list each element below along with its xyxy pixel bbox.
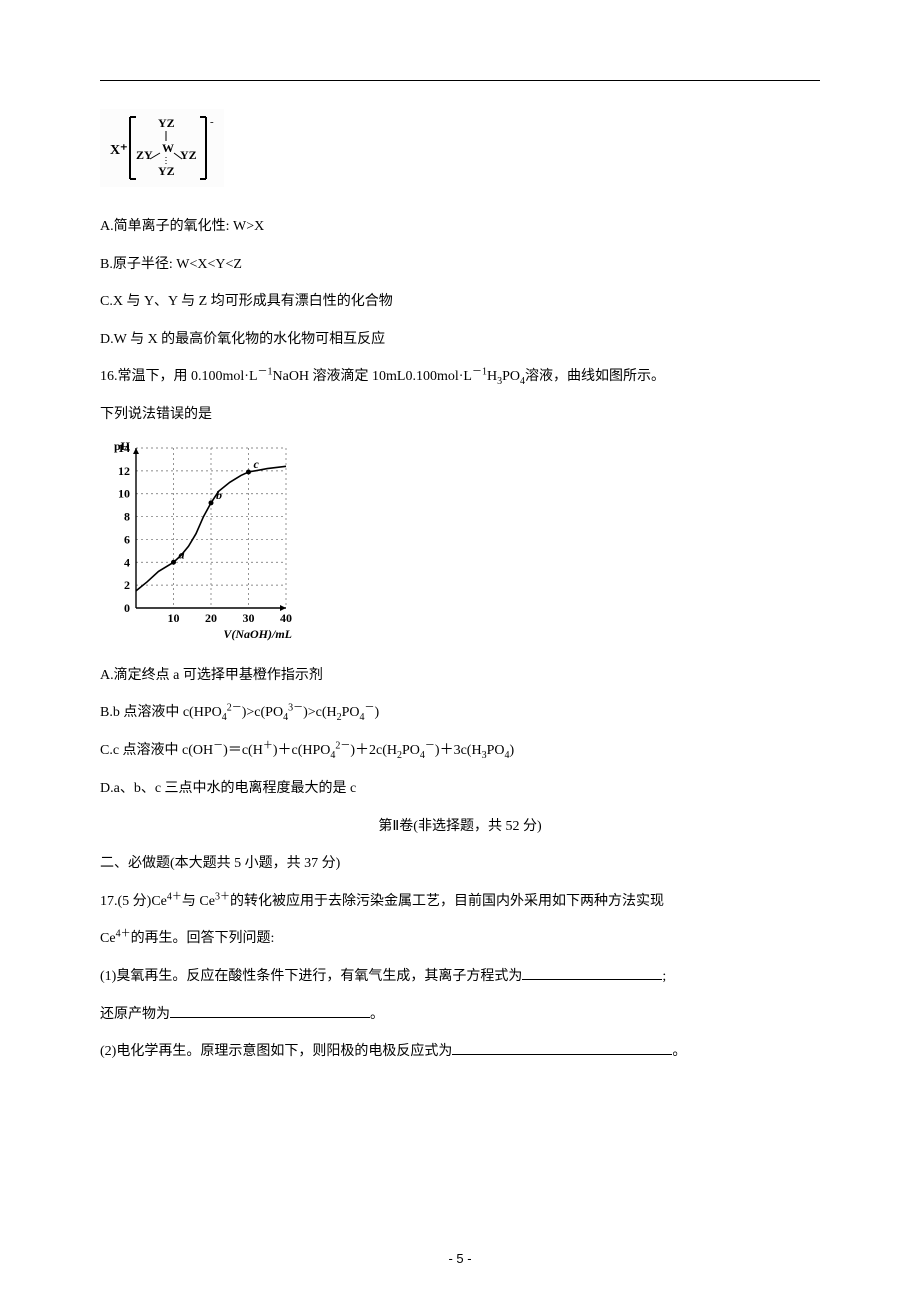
sup-text: 2－ — [335, 741, 350, 752]
sup-text: ＋ — [263, 741, 273, 752]
svg-text:30: 30 — [243, 611, 255, 625]
q17-stem-line1: 17.(5 分)Ce4＋与 Ce3＋的转化被应用于去除污染金属工艺，目前国内外采… — [100, 885, 820, 919]
svg-text:-: - — [210, 116, 214, 128]
svg-text:12: 12 — [118, 464, 130, 478]
q16-text-part: 16.常温下，用 0.100mol·L — [100, 369, 258, 384]
svg-text:2: 2 — [124, 578, 130, 592]
text-part: C.c 点溶液中 c(OH — [100, 743, 213, 758]
formula-structure: X⁺ YZ W ZY YZ YZ - — [100, 109, 820, 192]
text-part: )＋2c(H — [350, 743, 397, 758]
text-part: B.b 点溶液中 c(HPO — [100, 705, 222, 720]
formula-outer-left-text: X⁺ — [110, 143, 128, 158]
svg-text:6: 6 — [124, 532, 130, 546]
q15-option-c: C.X 与 Y、Y 与 Z 均可形成具有漂白性的化合物 — [100, 285, 820, 319]
sup-text: 3－ — [288, 703, 303, 714]
svg-text:40: 40 — [280, 611, 292, 625]
svg-text:V(NaOH)/mL: V(NaOH)/mL — [223, 627, 292, 641]
svg-text:ZY: ZY — [136, 148, 153, 162]
text-part: (1)臭氧再生。反应在酸性条件下进行，有氧气生成，其离子方程式为 — [100, 969, 522, 984]
section-subheader: 二、必做题(本大题共 5 小题，共 37 分) — [100, 847, 820, 881]
text-part: 的转化被应用于去除污染金属工艺，目前国内外采用如下两种方法实现 — [230, 894, 664, 909]
q16-option-a: A.滴定终点 a 可选择甲基橙作指示剂 — [100, 659, 820, 693]
text-part: ) — [509, 743, 514, 758]
svg-text:4: 4 — [124, 555, 130, 569]
text-part: PO — [487, 743, 505, 758]
text-part: )>c(H — [303, 705, 337, 720]
text-part: 。 — [672, 1044, 686, 1059]
svg-text:a: a — [179, 547, 185, 561]
svg-text:pH: pH — [114, 439, 131, 453]
text-part: PO — [402, 743, 420, 758]
page-number: - 5 - — [0, 1251, 920, 1266]
blank-answer — [452, 1040, 672, 1055]
text-part: Ce — [100, 931, 116, 946]
q16-stem-line2: 下列说法错误的是 — [100, 398, 820, 432]
section-header: 第Ⅱ卷(非选择题，共 52 分) — [100, 810, 820, 844]
q16-option-c: C.c 点溶液中 c(OH－)＝c(H＋)＋c(HPO42－)＋2c(H2PO4… — [100, 734, 820, 768]
svg-text:10: 10 — [168, 611, 180, 625]
sup-text: 4＋ — [167, 891, 182, 902]
q16-stem-line1: 16.常温下，用 0.100mol·L－1NaOH 溶液滴定 10mL0.100… — [100, 360, 820, 394]
q17-part1-line1: (1)臭氧再生。反应在酸性条件下进行，有氧气生成，其离子方程式为; — [100, 960, 820, 994]
text-part: 。 — [370, 1007, 384, 1022]
svg-text:YZ: YZ — [180, 148, 197, 162]
svg-text:c: c — [254, 457, 260, 471]
text-part: 还原产物为 — [100, 1007, 170, 1022]
q17-part1-line2: 还原产物为 。 — [100, 998, 820, 1032]
text-part: )＋c(HPO — [273, 743, 331, 758]
text-part: 17.(5 分)Ce — [100, 894, 167, 909]
sup-text: 2－ — [227, 703, 242, 714]
top-divider — [100, 80, 820, 81]
svg-text:YZ: YZ — [158, 116, 175, 130]
blank-answer — [170, 1002, 370, 1017]
text-part: )＋3c(H — [435, 743, 482, 758]
svg-text:0: 0 — [124, 601, 130, 615]
q15-option-a: A.简单离子的氧化性: W>X — [100, 210, 820, 244]
q15-option-b: B.原子半径: W<X<Y<Z — [100, 248, 820, 282]
q16-option-b: B.b 点溶液中 c(HPO42－)>c(PO43－)>c(H2PO4－) — [100, 696, 820, 730]
text-part: ; — [662, 969, 666, 984]
text-part: )＝c(H — [223, 743, 263, 758]
svg-text:20: 20 — [205, 611, 217, 625]
q16-text-part: NaOH 溶液滴定 10mL0.100mol·L — [273, 369, 472, 384]
sup-text: －1 — [472, 367, 487, 378]
q15-option-d: D.W 与 X 的最高价氧化物的水化物可相互反应 — [100, 323, 820, 357]
sub-text: 4 — [222, 712, 227, 723]
q16-text-part: H — [487, 369, 497, 384]
blank-answer — [522, 965, 662, 980]
text-part: 的再生。回答下列问题: — [131, 931, 275, 946]
text-part: )>c(PO — [242, 705, 283, 720]
svg-text:b: b — [216, 488, 222, 502]
text-part: 与 Ce — [182, 894, 215, 909]
q16-option-d: D.a、b、c 三点中水的电离程度最大的是 c — [100, 772, 820, 806]
titration-chart: 0246810121410203040pHV(NaOH)/mLabc — [100, 438, 820, 649]
q16-text-part: PO — [502, 369, 520, 384]
svg-text:8: 8 — [124, 509, 130, 523]
sup-text: 3＋ — [215, 891, 230, 902]
text-part: ) — [375, 705, 380, 720]
q17-part2: (2)电化学再生。原理示意图如下，则阳极的电极反应式为 。 — [100, 1035, 820, 1069]
text-part: PO — [342, 705, 360, 720]
sub-text: 4 — [360, 712, 365, 723]
sup-text: 4＋ — [116, 929, 131, 940]
sup-text: －1 — [258, 367, 273, 378]
text-part: (2)电化学再生。原理示意图如下，则阳极的电极反应式为 — [100, 1044, 452, 1059]
svg-text:YZ: YZ — [158, 164, 175, 178]
q16-text-part: 溶液，曲线如图所示。 — [525, 369, 665, 384]
sup-text: － — [213, 741, 223, 752]
svg-text:10: 10 — [118, 486, 130, 500]
q17-stem-line2: Ce4＋的再生。回答下列问题: — [100, 922, 820, 956]
sup-text: － — [425, 741, 435, 752]
sup-text: － — [365, 703, 375, 714]
svg-text:W: W — [162, 141, 174, 155]
